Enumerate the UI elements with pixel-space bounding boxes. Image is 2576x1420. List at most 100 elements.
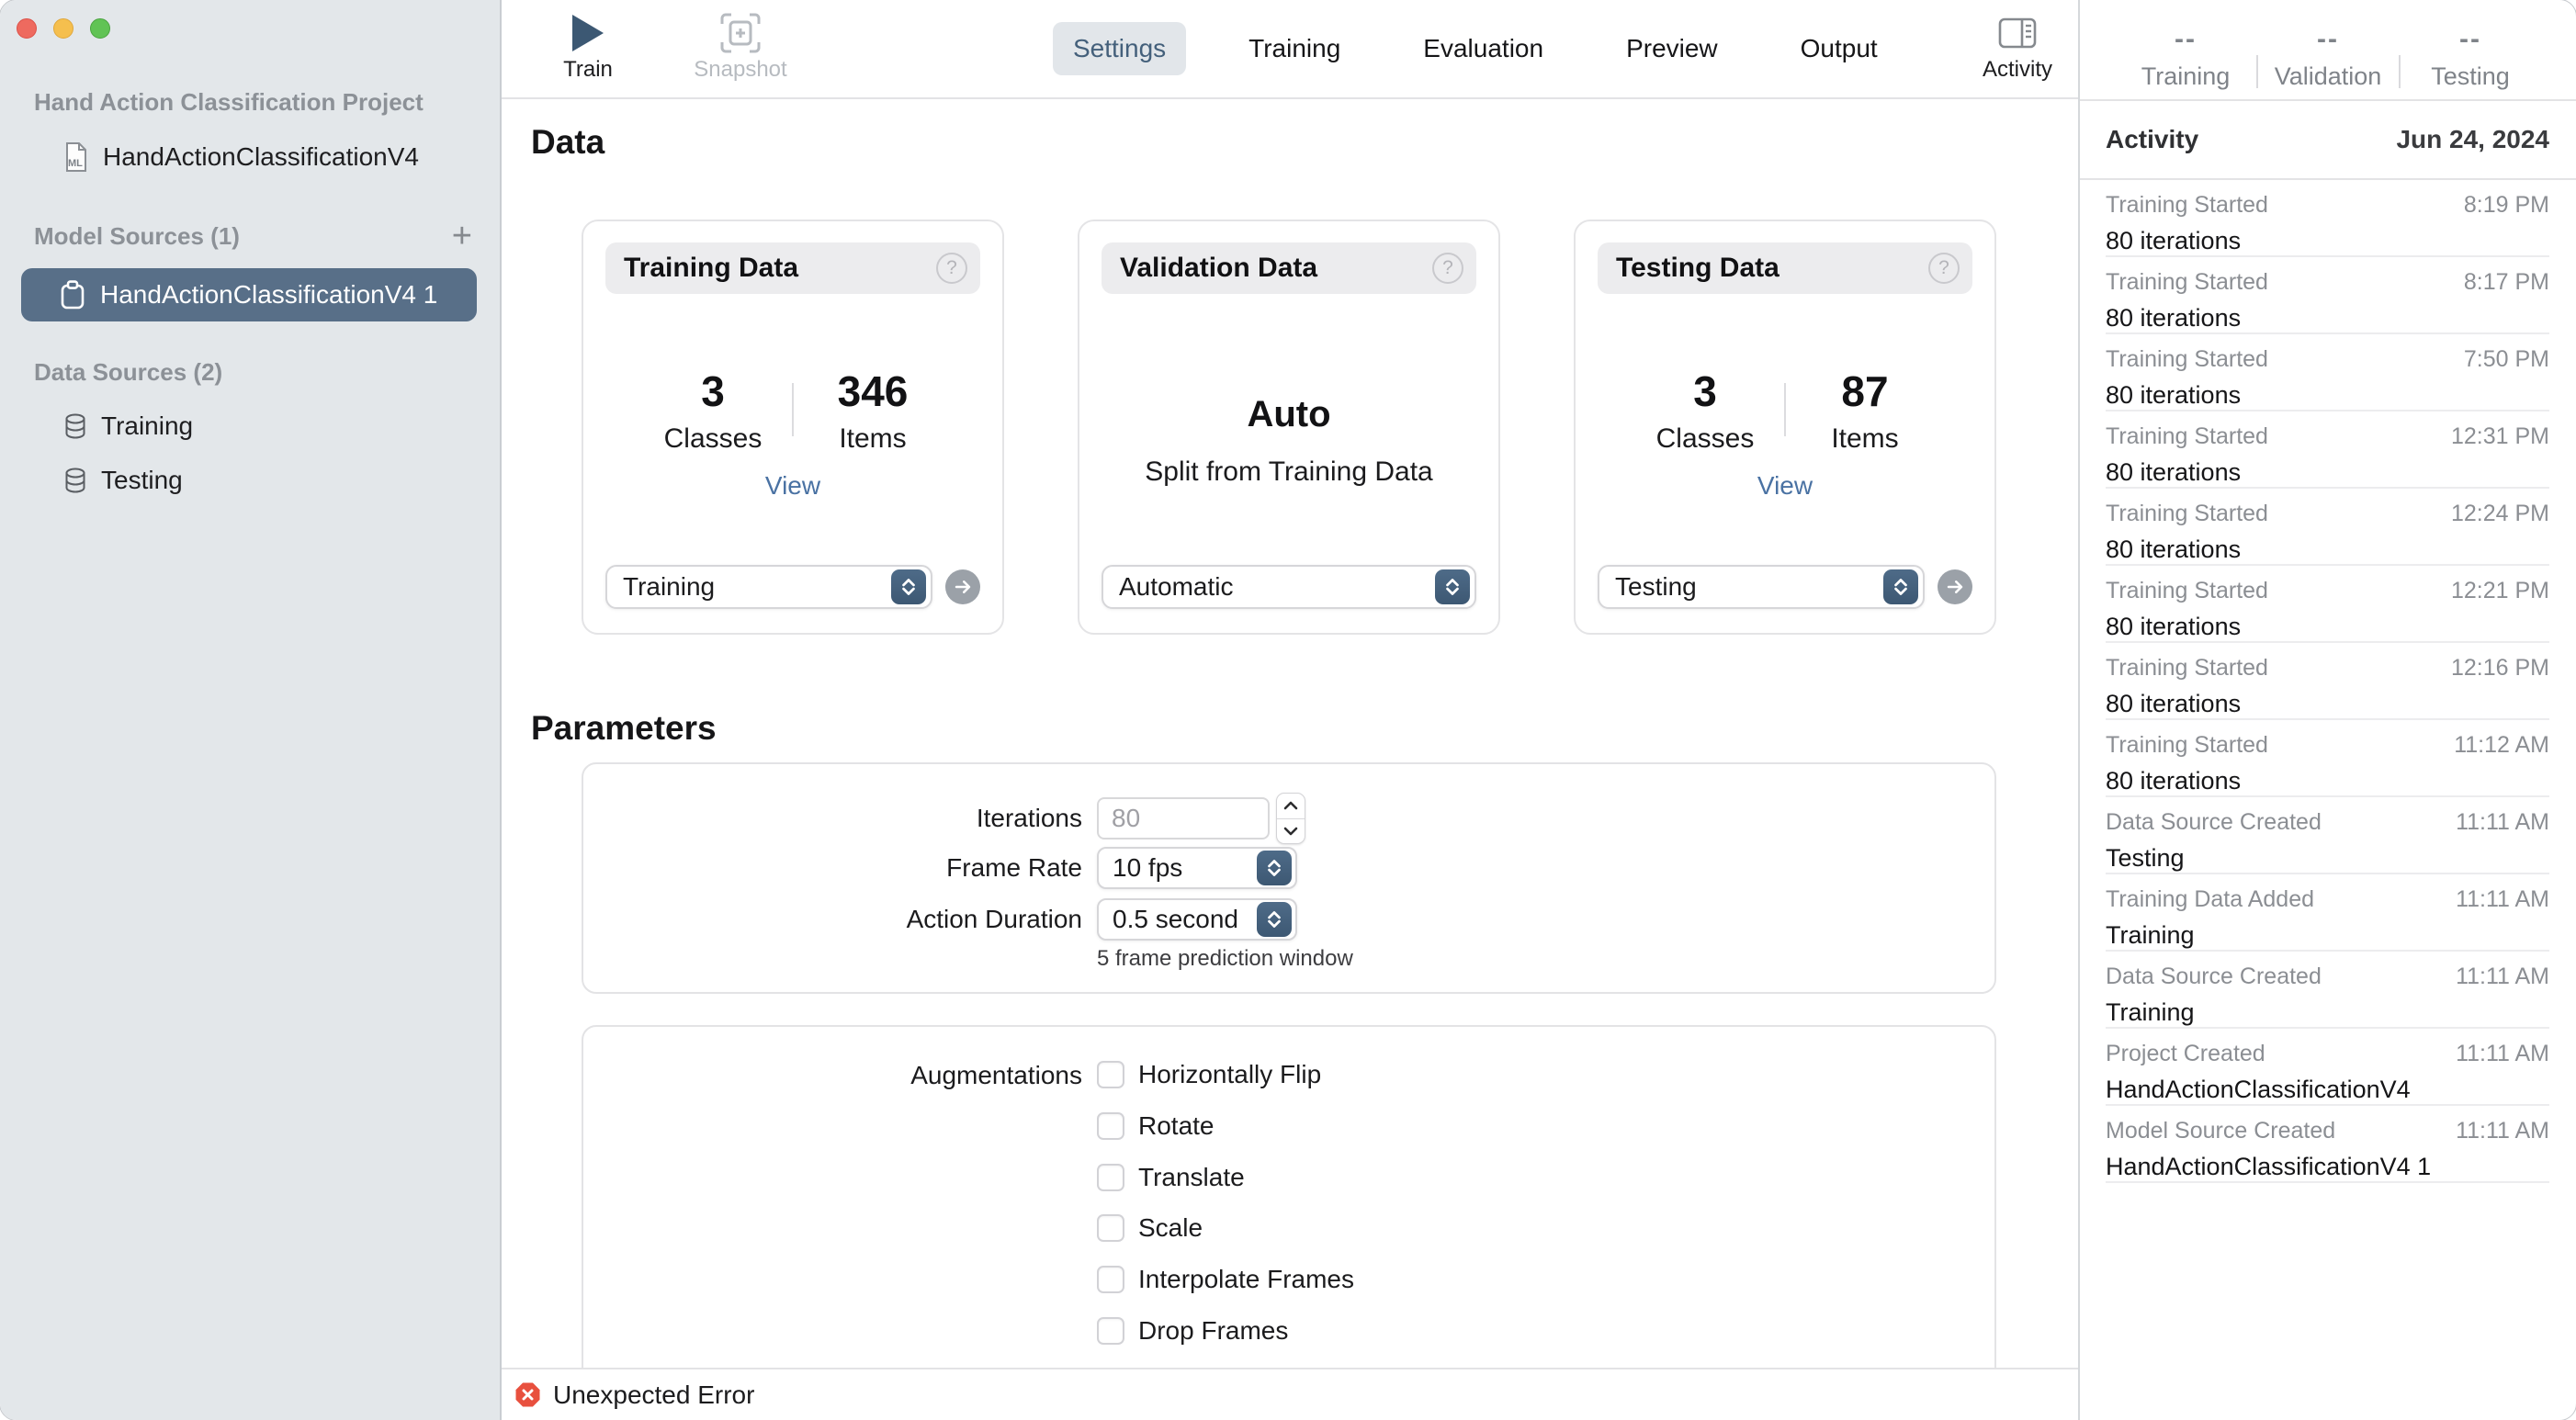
- event-detail: Training: [2106, 921, 2195, 949]
- stepper-down-icon[interactable]: [1277, 819, 1305, 844]
- event-detail: 80 iterations: [2106, 304, 2242, 332]
- svg-text:ML: ML: [68, 158, 83, 169]
- validation-mode-value: Auto: [1247, 394, 1331, 434]
- validation-data-dropdown[interactable]: Automatic: [1102, 565, 1476, 609]
- checkbox-translate[interactable]: [1097, 1164, 1124, 1191]
- activity-row: Training Started 12:31 PM 80 iterations: [2106, 411, 2549, 489]
- action-duration-dropdown[interactable]: 0.5 second: [1097, 898, 1297, 941]
- frame-rate-dropdown[interactable]: 10 fps: [1097, 847, 1297, 889]
- tab-preview[interactable]: Preview: [1626, 34, 1718, 62]
- event-title: Training Started: [2106, 501, 2268, 526]
- sidebar-item-project[interactable]: ML HandActionClassificationV4: [0, 139, 500, 175]
- help-icon[interactable]: ?: [936, 253, 967, 284]
- testing-data-dropdown[interactable]: Testing: [1598, 565, 1925, 609]
- error-message: Unexpected Error: [553, 1380, 755, 1409]
- stat-value: --: [2459, 24, 2481, 54]
- tab-evaluation[interactable]: Evaluation: [1423, 34, 1544, 62]
- stat-label: Classes: [1655, 423, 1755, 454]
- event-detail: 80 iterations: [2106, 767, 2242, 795]
- snapshot-button[interactable]: Snapshot: [676, 11, 805, 83]
- parameters-box: Iterations 80 Frame Rate 10 fps: [582, 762, 1996, 994]
- train-button-label: Train: [563, 57, 613, 82]
- iterations-stepper[interactable]: [1276, 793, 1305, 844]
- sidebar-item-model-source-selected[interactable]: HandActionClassificationV4 1: [21, 268, 477, 321]
- stat-label: Items: [839, 423, 907, 454]
- event-time: 12:16 PM: [2450, 655, 2549, 681]
- checkbox-scale[interactable]: [1097, 1214, 1124, 1242]
- validation-stat: -- Validation: [2258, 24, 2399, 91]
- project-section-label: Hand Action Classification Project: [34, 88, 424, 116]
- checkbox-horizontally-flip[interactable]: [1097, 1061, 1124, 1088]
- iterations-input[interactable]: 80: [1097, 797, 1270, 840]
- sidebar-item-label: Testing: [101, 466, 183, 494]
- dropdown-value: 0.5 second: [1113, 905, 1238, 933]
- event-time: 12:24 PM: [2450, 501, 2549, 526]
- activity-title: Activity: [2106, 125, 2199, 153]
- data-sources-label: Data Sources (2): [34, 358, 223, 386]
- open-data-source-arrow-button[interactable]: [1938, 569, 1972, 604]
- sidebar-item-testing-data-source[interactable]: Testing: [0, 462, 500, 499]
- checkbox-interpolate-frames[interactable]: [1097, 1266, 1124, 1293]
- augmentation-option: Scale: [1097, 1213, 1203, 1243]
- help-icon[interactable]: ?: [1432, 253, 1463, 284]
- stat-value: --: [2175, 24, 2197, 54]
- view-link[interactable]: View: [1757, 471, 1813, 500]
- event-detail: 80 iterations: [2106, 227, 2242, 254]
- card-header: Training Data ?: [605, 242, 980, 294]
- activity-toggle-button[interactable]: Activity: [1953, 11, 2082, 83]
- augmentations-box: Augmentations Horizontally Flip Rotate T…: [582, 1025, 1996, 1368]
- stat-divider: [1784, 383, 1786, 436]
- activity-row: Training Data Added 11:11 AM Training: [2106, 874, 2549, 952]
- add-model-source-button[interactable]: +: [451, 217, 472, 255]
- tab-training[interactable]: Training: [1248, 34, 1341, 62]
- activity-row: Training Started 12:16 PM 80 iterations: [2106, 643, 2549, 720]
- parameters-section-title: Parameters: [531, 709, 717, 747]
- open-data-source-arrow-button[interactable]: [945, 569, 980, 604]
- activity-stats: -- Training -- Validation -- Testing: [2080, 0, 2576, 101]
- stat-value: 346: [837, 367, 909, 415]
- status-bar: Unexpected Error: [502, 1368, 2078, 1420]
- chevron-updown-icon: [1435, 569, 1470, 604]
- snapshot-button-label: Snapshot: [694, 57, 787, 82]
- stat-divider: [2255, 55, 2258, 88]
- card-bottom: Automatic: [1102, 565, 1476, 609]
- event-detail: Testing: [2106, 844, 2185, 872]
- train-button[interactable]: Train: [524, 11, 652, 83]
- event-time: 8:17 PM: [2463, 269, 2549, 295]
- event-detail: 80 iterations: [2106, 381, 2242, 409]
- event-title: Training Started: [2106, 423, 2268, 449]
- activity-row: Data Source Created 11:11 AM Testing: [2106, 797, 2549, 874]
- help-icon[interactable]: ?: [1928, 253, 1960, 284]
- tab-output[interactable]: Output: [1800, 34, 1878, 62]
- stepper-up-icon[interactable]: [1277, 794, 1305, 819]
- view-link[interactable]: View: [764, 471, 821, 500]
- minimize-window-button[interactable]: [53, 18, 73, 39]
- dropdown-value: Automatic: [1119, 572, 1234, 601]
- stat-value: --: [2317, 24, 2339, 54]
- checkbox-label: Horizontally Flip: [1138, 1060, 1322, 1088]
- database-icon: [64, 413, 86, 439]
- training-data-dropdown[interactable]: Training: [605, 565, 932, 609]
- activity-button-label: Activity: [1982, 57, 2052, 82]
- chevron-updown-icon: [891, 569, 926, 604]
- sidebar-item-label: HandActionClassificationV4: [103, 142, 419, 171]
- tab-settings[interactable]: Settings: [1053, 22, 1187, 75]
- toolbar: Train Snapshot Settings Training: [502, 0, 2078, 99]
- activity-row: Training Started 7:50 PM 80 iterations: [2106, 334, 2549, 411]
- action-duration-label: Action Duration: [906, 905, 1082, 933]
- event-title: Training Data Added: [2106, 886, 2315, 912]
- chevron-updown-icon: [1883, 569, 1918, 604]
- zoom-window-button[interactable]: [90, 18, 110, 39]
- checkbox-label: Drop Frames: [1138, 1316, 1289, 1345]
- frame-rate-label: Frame Rate: [946, 853, 1082, 882]
- close-window-button[interactable]: [17, 18, 37, 39]
- event-detail: HandActionClassificationV4 1: [2106, 1153, 2432, 1180]
- checkbox-drop-frames[interactable]: [1097, 1317, 1124, 1345]
- stat-value: 3: [701, 367, 725, 415]
- activity-row: Data Source Created 11:11 AM Training: [2106, 952, 2549, 1029]
- activity-header: Activity Jun 24, 2024: [2080, 101, 2576, 180]
- event-time: 11:11 AM: [2456, 809, 2549, 835]
- checkbox-rotate[interactable]: [1097, 1112, 1124, 1140]
- stat-divider: [2398, 55, 2401, 88]
- sidebar-item-training-data-source[interactable]: Training: [0, 408, 500, 445]
